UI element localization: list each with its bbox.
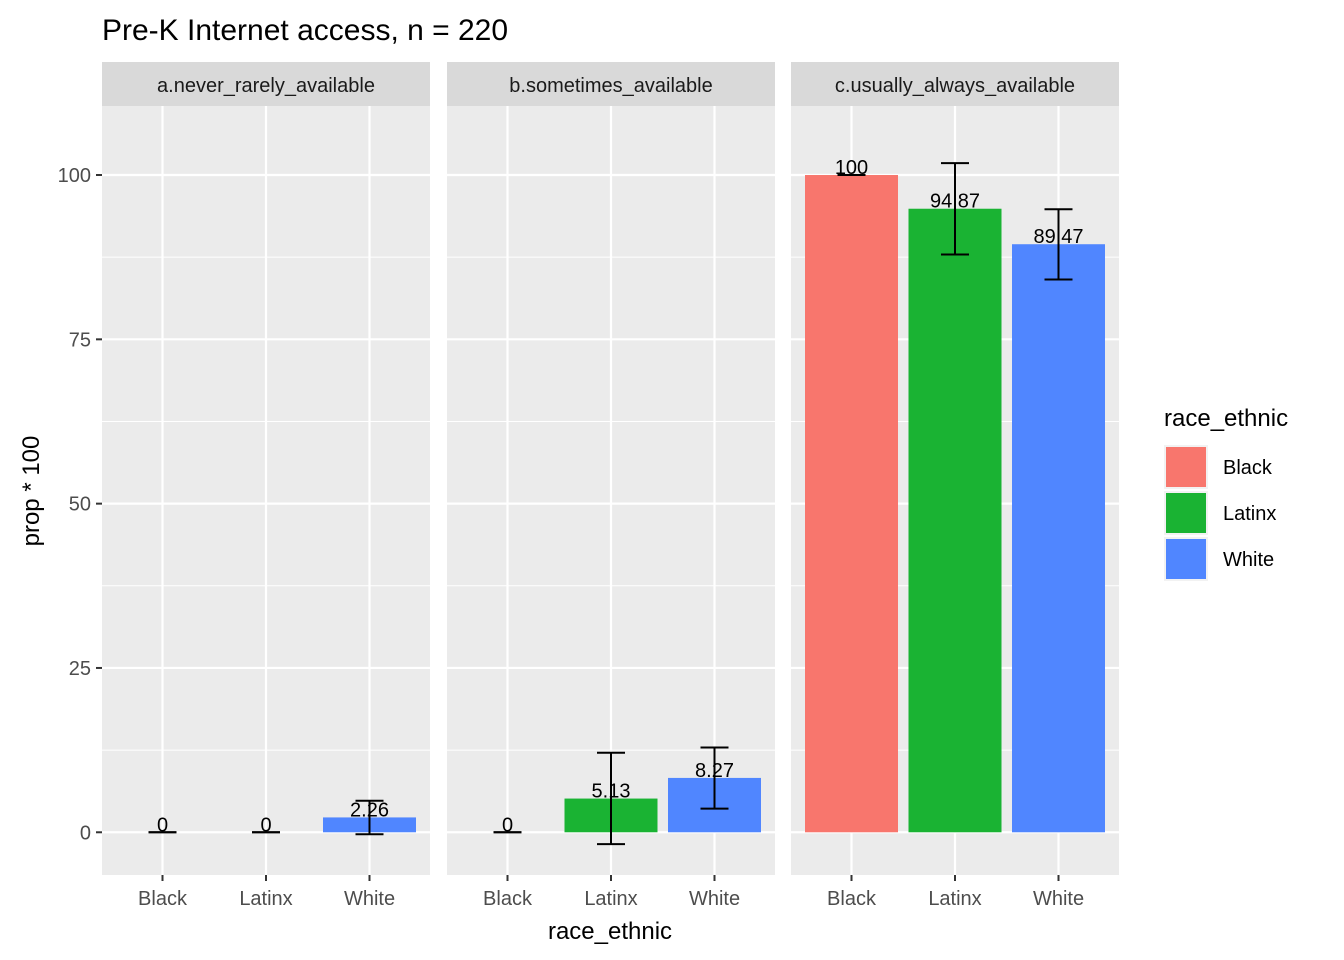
bar-black [805, 175, 898, 833]
bar-latinx [908, 208, 1002, 833]
data-label: 94.87 [930, 191, 980, 213]
legend-swatch-white [1166, 539, 1206, 579]
facet-strip [791, 62, 1119, 106]
chart-title: Pre-K Internet access, n = 220 [102, 14, 508, 47]
facet-strip-label: b.sometimes_available [509, 75, 712, 97]
facet-panels: a.never_rarely_available 0 0 2.26 Black Latin… [102, 62, 1119, 910]
y-tick-label: 50 [69, 494, 91, 516]
y-axis: 0 25 50 75 100 [58, 165, 102, 844]
data-label: 0 [157, 814, 168, 836]
x-tick-label: White [344, 888, 395, 910]
x-tick-label: Black [827, 888, 877, 910]
data-label: 0 [260, 814, 271, 836]
x-tick-label: White [689, 888, 740, 910]
x-tick-label: Black [138, 888, 188, 910]
legend-swatch-latinx [1166, 493, 1206, 533]
facet-strip-label: c.usually_always_available [835, 75, 1075, 97]
facet-strip [102, 62, 430, 106]
x-tick-label: Latinx [239, 888, 292, 910]
facet-strip [447, 62, 775, 106]
legend-title: race_ethnic [1164, 405, 1288, 432]
x-tick-label: White [1033, 888, 1084, 910]
y-axis-title: prop * 100 [18, 436, 45, 547]
data-label: 2.26 [350, 799, 389, 821]
facet-panel: b.sometimes_available 0 5.13 8.27 Black Latin… [447, 62, 775, 910]
legend: race_ethnic Black Latinx White [1164, 405, 1288, 581]
y-tick-label: 0 [80, 822, 91, 844]
data-label: 100 [835, 157, 868, 179]
x-axis-title: race_ethnic [548, 918, 672, 945]
facet-strip-label: a.never_rarely_available [157, 75, 375, 97]
data-label: 8.27 [695, 760, 734, 782]
x-tick-label: Black [483, 888, 533, 910]
x-tick-label: Latinx [584, 888, 637, 910]
data-label: 5.13 [592, 781, 631, 803]
y-tick-label: 100 [58, 165, 91, 187]
legend-swatch-black [1166, 447, 1206, 487]
bar-white [1012, 244, 1105, 833]
x-tick-label: Latinx [928, 888, 981, 910]
legend-label: Latinx [1223, 503, 1276, 525]
facet-panel: c.usually_always_available 100 94.87 89.47 B… [791, 62, 1119, 910]
y-tick-label: 25 [69, 658, 91, 680]
legend-label: Black [1223, 457, 1273, 479]
facet-panel: a.never_rarely_available 0 0 2.26 Black Latin… [102, 62, 430, 910]
legend-label: White [1223, 549, 1274, 571]
y-tick-label: 75 [69, 329, 91, 351]
data-label: 89.47 [1033, 226, 1083, 248]
data-label: 0 [502, 814, 513, 836]
